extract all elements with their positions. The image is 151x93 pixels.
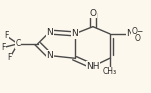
Text: F: F: [2, 43, 6, 52]
Text: F: F: [4, 31, 8, 40]
Text: CH₃: CH₃: [103, 67, 117, 76]
Text: N: N: [71, 29, 78, 38]
Text: −: −: [126, 28, 131, 33]
Text: N: N: [46, 28, 53, 37]
Text: N: N: [46, 51, 53, 60]
Text: NH: NH: [86, 62, 100, 71]
Text: F: F: [8, 53, 12, 62]
Text: O−: O−: [132, 27, 144, 36]
Text: O: O: [89, 9, 96, 18]
Text: O: O: [135, 34, 141, 43]
Text: C: C: [15, 39, 21, 48]
Text: N: N: [126, 29, 133, 38]
